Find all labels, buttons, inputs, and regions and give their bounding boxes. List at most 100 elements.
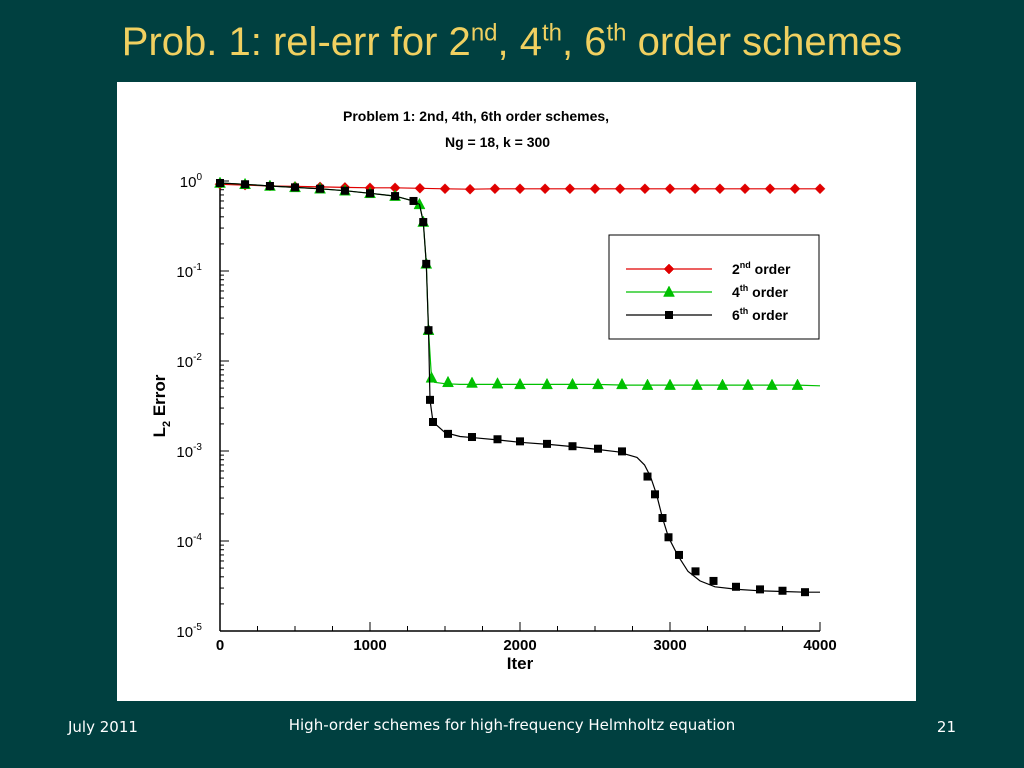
data-point <box>664 183 676 195</box>
legend-label: 4th order <box>732 283 789 300</box>
data-point <box>419 218 428 227</box>
legend-label-rest: order <box>748 284 788 300</box>
legend-label-base: 6 <box>732 307 740 323</box>
chart-panel: Problem 1: 2nd, 4th, 6th order schemes, … <box>117 82 916 701</box>
y-tick-base: 10 <box>180 174 197 191</box>
data-point <box>664 378 676 390</box>
footer-title: High-order schemes for high-frequency He… <box>288 716 736 734</box>
title-text: , 6 <box>562 20 607 64</box>
y-tick-exponent: -2 <box>193 352 202 363</box>
legend-label-base: 2 <box>732 261 740 277</box>
legend-marker <box>663 285 675 297</box>
title-text: order schemes <box>626 20 903 64</box>
legend-marker <box>663 263 675 275</box>
y-tick-base: 10 <box>176 444 193 461</box>
data-point <box>639 183 651 195</box>
data-point <box>778 586 787 595</box>
data-point <box>216 179 224 188</box>
data-point <box>618 447 626 456</box>
data-point <box>742 378 754 390</box>
y-tick-exponent: -4 <box>193 532 202 543</box>
y-axis-label: L2 Error <box>150 374 173 437</box>
y-tick-label: 10-4 <box>176 532 202 551</box>
data-point <box>716 378 729 390</box>
y-tick-label: 10-3 <box>176 442 202 461</box>
y-tick-base: 10 <box>176 354 193 371</box>
data-point <box>514 377 526 390</box>
data-point <box>541 377 553 390</box>
data-point <box>651 490 659 499</box>
y-axis-label-rest: Error <box>150 374 169 421</box>
data-point <box>764 183 776 195</box>
series-3 <box>216 179 820 597</box>
y-tick-label: 100 <box>180 172 203 191</box>
data-point <box>424 326 433 335</box>
data-point <box>814 183 826 195</box>
data-point <box>568 442 577 451</box>
data-point <box>791 378 804 390</box>
legend-box <box>608 234 820 340</box>
legend-label-rest: order <box>748 307 788 323</box>
chart-title-line1: Problem 1: 2nd, 4th, 6th order schemes, <box>343 108 609 124</box>
data-point <box>464 183 476 195</box>
data-point <box>641 378 654 390</box>
data-point <box>265 181 274 190</box>
data-point <box>493 435 502 444</box>
y-tick-exponent: 0 <box>196 172 202 183</box>
title-sup: th <box>606 19 627 47</box>
data-point <box>689 183 701 195</box>
y-tick-label: 10-5 <box>176 622 202 641</box>
x-tick-label: 1000 <box>353 637 386 654</box>
footer-date: July 2011 <box>68 718 138 736</box>
data-point <box>414 182 426 194</box>
chart-title-line2: Ng = 18, k = 300 <box>445 134 550 150</box>
data-point <box>564 183 576 195</box>
axes: 0 1000 2000 3000 400010010-110-210-310-410-5… <box>150 172 837 673</box>
data-point <box>442 375 454 388</box>
x-tick-label: 0 <box>216 637 224 654</box>
data-point <box>709 576 718 585</box>
data-point <box>422 259 431 268</box>
data-point <box>691 378 703 390</box>
data-point <box>391 192 400 201</box>
y-tick-exponent: -1 <box>193 262 202 273</box>
data-point <box>241 180 250 189</box>
data-point <box>614 183 626 195</box>
data-point <box>616 377 628 390</box>
data-point <box>291 183 299 192</box>
data-point <box>340 186 349 195</box>
series-layer <box>214 176 826 597</box>
y-axis-label-subscript: 2 <box>161 421 173 427</box>
legend-label-base: 4 <box>732 284 740 300</box>
data-point <box>566 377 579 390</box>
data-point <box>739 183 751 195</box>
y-tick-base: 10 <box>176 534 193 551</box>
data-point <box>514 183 526 195</box>
data-point <box>691 567 700 576</box>
data-point <box>801 588 809 597</box>
data-point <box>429 418 437 427</box>
slide-title: Prob. 1: rel-err for 2nd, 4th, 6th order… <box>0 14 1024 70</box>
data-point <box>409 196 418 205</box>
x-tick-label: 3000 <box>653 637 686 654</box>
legend-label-rest: order <box>751 261 791 277</box>
data-point <box>516 437 524 446</box>
data-point <box>489 183 501 195</box>
data-point <box>592 377 604 390</box>
data-point <box>468 433 476 442</box>
error-chart: Problem 1: 2nd, 4th, 6th order schemes, … <box>150 108 837 673</box>
legend-label: 6th order <box>732 306 789 323</box>
y-tick-label: 10-1 <box>176 262 202 281</box>
series-1 <box>214 178 826 195</box>
y-tick-exponent: -3 <box>193 442 202 453</box>
data-point <box>658 514 667 523</box>
data-point <box>439 183 451 195</box>
data-point <box>714 183 726 195</box>
data-point <box>444 429 452 438</box>
data-point <box>366 189 374 198</box>
title-text: Prob. 1: rel-err for 2 <box>121 20 471 64</box>
data-point <box>543 439 551 448</box>
data-point <box>789 183 801 195</box>
title-sup: th <box>542 19 563 47</box>
